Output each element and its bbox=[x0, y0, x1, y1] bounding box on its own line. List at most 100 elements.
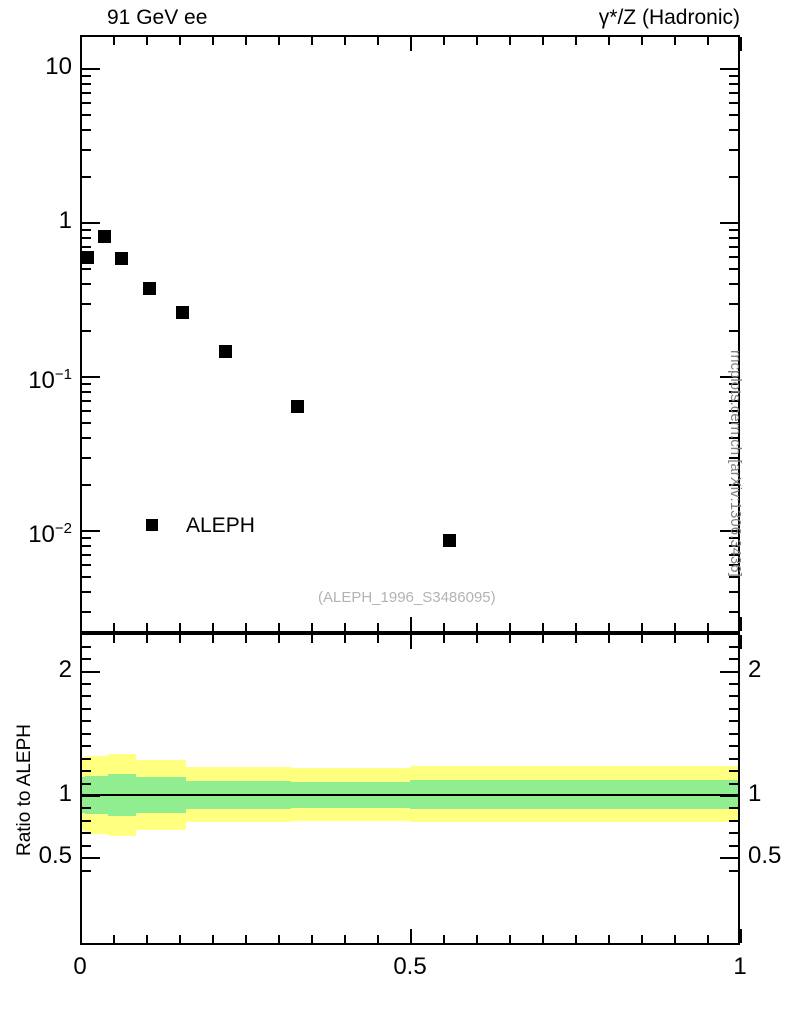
y-tick-main-right bbox=[729, 75, 738, 78]
x-axis-label-ratio: 1 bbox=[733, 953, 747, 980]
x-tick-ratio-bottom bbox=[608, 935, 610, 943]
x-tick-ratio-top bbox=[212, 635, 214, 643]
y-tick-main-right bbox=[729, 91, 738, 94]
x-tick-main-top bbox=[344, 37, 346, 45]
x-tick-main-bottom bbox=[146, 623, 148, 631]
y-tick-main-right bbox=[729, 610, 738, 613]
x-tick-main-top bbox=[608, 37, 610, 45]
ratio-y-axis-title: Ratio to ALEPH bbox=[14, 723, 35, 857]
x-tick-main-top bbox=[212, 37, 214, 45]
y-tick-main-right bbox=[720, 68, 738, 70]
y-axis-label-ratio-right: 1 bbox=[748, 780, 762, 807]
x-tick-main-top bbox=[245, 37, 247, 45]
y-tick-main bbox=[82, 114, 91, 117]
y-tick-main bbox=[82, 483, 91, 486]
y-tick-ratio-right bbox=[729, 844, 738, 847]
x-tick-main-bottom bbox=[80, 617, 82, 631]
header-left-label: 91 GeV ee bbox=[107, 6, 208, 29]
x-tick-ratio-bottom bbox=[146, 935, 148, 943]
y-tick-main bbox=[82, 283, 91, 286]
x-tick-ratio-top bbox=[278, 635, 280, 643]
x-tick-main-top bbox=[443, 37, 445, 45]
y-tick-ratio bbox=[82, 795, 100, 797]
x-tick-ratio-top bbox=[344, 635, 346, 643]
x-tick-main-bottom bbox=[278, 623, 280, 631]
mcplots-credit: mcplots.cern.ch [arXiv:1306.3436] bbox=[727, 350, 744, 577]
x-axis-label-ratio: 0 bbox=[73, 953, 87, 980]
data-point-aleph bbox=[97, 230, 111, 244]
x-tick-ratio-bottom bbox=[344, 935, 346, 943]
y-tick-main-right bbox=[729, 245, 738, 248]
x-tick-main-bottom bbox=[311, 623, 313, 631]
y-tick-main bbox=[82, 175, 91, 178]
y-tick-ratio bbox=[82, 707, 91, 710]
y-tick-ratio bbox=[82, 732, 91, 735]
x-tick-ratio-top bbox=[674, 635, 676, 643]
y-tick-main bbox=[82, 75, 91, 78]
y-tick-ratio bbox=[82, 770, 91, 773]
x-tick-ratio-bottom bbox=[80, 929, 82, 943]
x-tick-main-bottom bbox=[179, 623, 181, 631]
y-tick-main bbox=[82, 82, 91, 85]
y-tick-ratio-right bbox=[729, 658, 738, 661]
x-tick-main-bottom bbox=[377, 623, 379, 631]
x-tick-main-bottom bbox=[443, 623, 445, 631]
y-tick-main-right bbox=[729, 229, 738, 232]
x-tick-ratio-bottom bbox=[509, 935, 511, 943]
y-tick-main-right bbox=[720, 222, 738, 224]
x-tick-main-bottom bbox=[740, 617, 742, 631]
x-tick-main-bottom bbox=[674, 623, 676, 631]
y-tick-main-right bbox=[729, 553, 738, 556]
y-tick-main bbox=[82, 390, 91, 393]
y-tick-ratio bbox=[82, 857, 100, 860]
x-tick-main-top bbox=[509, 37, 511, 45]
y-tick-main bbox=[82, 530, 100, 532]
legend-marker-aleph bbox=[146, 519, 158, 531]
y-tick-main bbox=[82, 383, 91, 386]
x-tick-main-top bbox=[311, 37, 313, 45]
x-tick-ratio-top bbox=[542, 635, 544, 643]
y-tick-main-right bbox=[729, 302, 738, 305]
header-right-label: γ*/Z (Hadronic) bbox=[598, 6, 740, 29]
y-axis-label-ratio-right: 0.5 bbox=[748, 842, 782, 870]
x-tick-ratio-bottom bbox=[113, 935, 115, 943]
y-tick-ratio bbox=[82, 782, 91, 785]
y-tick-ratio-right bbox=[720, 857, 738, 860]
x-tick-ratio-top bbox=[707, 635, 709, 643]
x-tick-ratio-bottom bbox=[575, 935, 577, 943]
x-tick-main-bottom bbox=[113, 623, 115, 631]
y-tick-ratio-right bbox=[729, 732, 738, 735]
x-tick-main-top bbox=[179, 37, 181, 45]
y-tick-main bbox=[82, 148, 91, 151]
y-axis-label-main: 10 bbox=[45, 53, 72, 80]
y-tick-ratio-right bbox=[729, 819, 738, 822]
y-tick-main bbox=[82, 376, 100, 378]
x-tick-ratio-bottom bbox=[377, 935, 379, 943]
y-tick-main bbox=[82, 91, 91, 94]
y-tick-ratio-right bbox=[729, 720, 738, 723]
x-tick-main-top bbox=[707, 37, 709, 45]
y-tick-main bbox=[82, 537, 91, 540]
y-tick-main bbox=[82, 553, 91, 556]
y-tick-main-right bbox=[729, 383, 738, 386]
x-tick-main-top bbox=[146, 37, 148, 45]
x-tick-main-bottom bbox=[410, 617, 412, 631]
y-axis-label-main: 10−1 bbox=[28, 366, 72, 394]
x-tick-ratio-bottom bbox=[476, 935, 478, 943]
x-tick-main-bottom bbox=[542, 623, 544, 631]
y-tick-main bbox=[82, 245, 91, 248]
y-tick-ratio-right bbox=[729, 695, 738, 698]
y-tick-main-right bbox=[729, 129, 738, 132]
x-tick-main-bottom bbox=[608, 623, 610, 631]
x-tick-ratio-top bbox=[80, 635, 82, 649]
y-tick-main-right bbox=[729, 102, 738, 105]
y-tick-ratio-right bbox=[729, 707, 738, 710]
y-tick-main bbox=[82, 410, 91, 413]
y-tick-ratio-right bbox=[729, 645, 738, 648]
y-tick-ratio bbox=[82, 745, 91, 748]
y-tick-ratio bbox=[82, 757, 91, 760]
x-tick-main-top bbox=[377, 37, 379, 45]
x-tick-ratio-bottom bbox=[245, 935, 247, 943]
x-tick-ratio-bottom bbox=[179, 935, 181, 943]
